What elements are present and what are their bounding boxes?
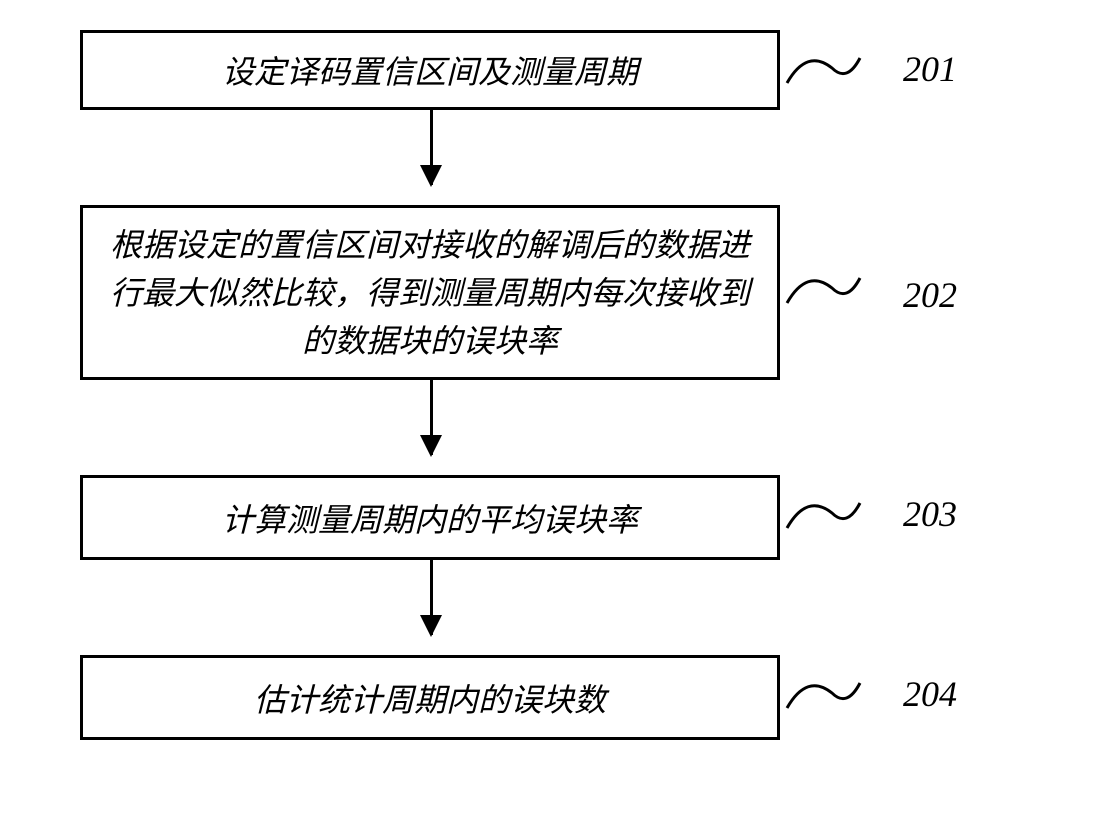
flowchart-arrow: [430, 560, 433, 635]
node-text: 估计统计周期内的误块数: [254, 675, 606, 721]
node-text: 计算测量周期内的平均误块率: [222, 495, 638, 541]
flowchart-node-204: 估计统计周期内的误块数 204: [80, 655, 780, 740]
flowchart-arrow: [430, 110, 433, 185]
node-label: 203: [903, 493, 957, 535]
flowchart-arrow: [430, 380, 433, 455]
flowchart-node-203: 计算测量周期内的平均误块率 203: [80, 475, 780, 560]
flowchart-node-202: 根据设定的置信区间对接收的解调后的数据进行最大似然比较，得到测量周期内每次接收到…: [80, 205, 780, 380]
flowchart-container: 设定译码置信区间及测量周期 201 根据设定的置信区间对接收的解调后的数据进行最…: [80, 30, 1000, 740]
label-connector: [782, 43, 862, 93]
node-text: 根据设定的置信区间对接收的解调后的数据进行最大似然比较，得到测量周期内每次接收到…: [108, 221, 752, 365]
node-label: 201: [903, 48, 957, 90]
node-label: 202: [903, 268, 957, 322]
label-connector: [782, 668, 862, 718]
node-label: 204: [903, 673, 957, 715]
label-connector: [782, 263, 862, 313]
node-text: 设定译码置信区间及测量周期: [222, 47, 638, 93]
label-connector: [782, 488, 862, 538]
flowchart-node-201: 设定译码置信区间及测量周期 201: [80, 30, 780, 110]
